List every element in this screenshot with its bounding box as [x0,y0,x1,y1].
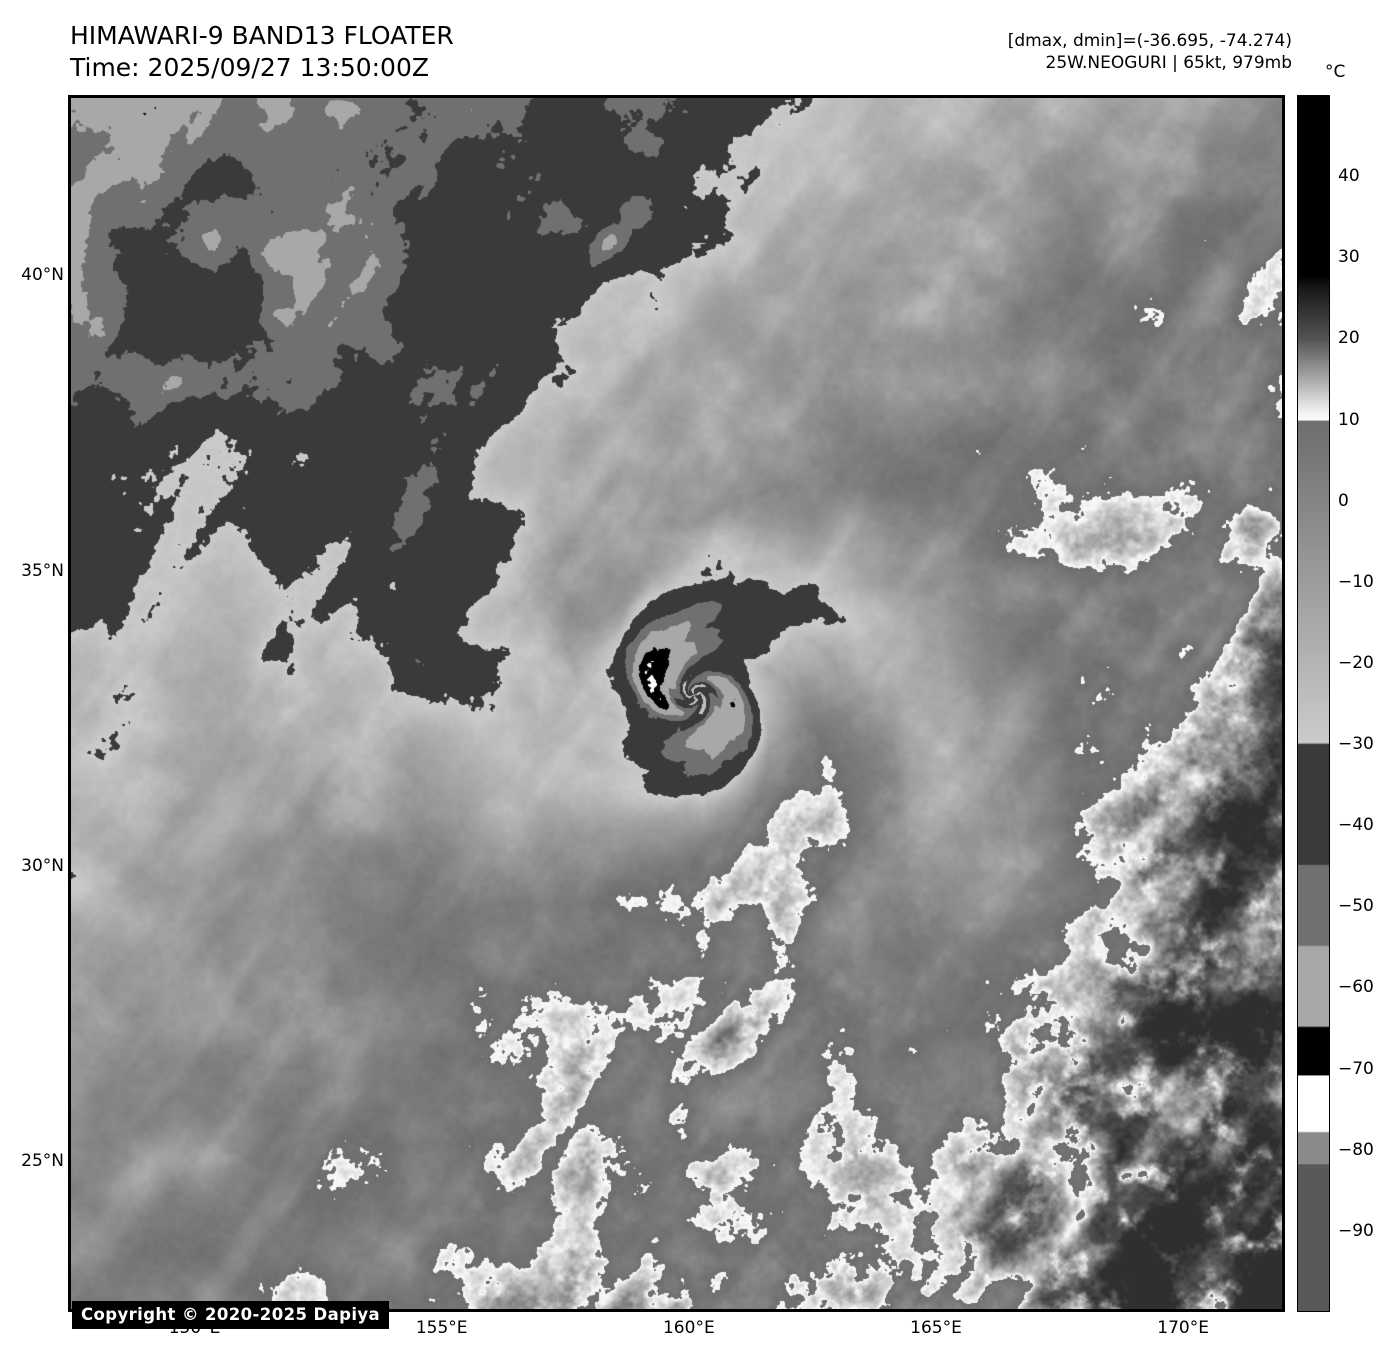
colorbar-tick-label: −70 [1338,1058,1374,1079]
colorbar-tick-label: 40 [1338,166,1360,187]
colorbar-tick-label: 20 [1338,328,1360,349]
colorbar-tick-label: −50 [1338,896,1374,917]
colorbar-tick-label: −90 [1338,1220,1374,1241]
satellite-infrared-image[interactable] [71,98,1282,1309]
lat-tick-label: 40°N [21,265,64,286]
colorbar-tick-label: −40 [1338,815,1374,836]
lon-tick-label: 170°E [1157,1318,1209,1338]
colorbar-tick-label: −60 [1338,977,1374,998]
copyright-banner: Copyright © 2020-2025 Dapiya [72,1301,390,1329]
lat-tick-label: 25°N [21,1151,64,1172]
lon-tick-label: 155°E [415,1318,468,1338]
lon-tick-label: 150°E [168,1318,221,1338]
colorbar[interactable] [1297,95,1330,1312]
lat-tick-label: 30°N [21,855,64,876]
metadata-block: [dmax, dmin]=(-36.695, -74.274) 25W.NEOG… [1008,30,1292,74]
lon-tick-label: 160°E [662,1318,715,1338]
colorbar-tick-label: −80 [1338,1139,1374,1160]
colorbar-unit-label: °C [1325,62,1346,82]
timestamp-label: Time: 2025/09/27 13:50:00Z [70,53,429,82]
lon-tick-label: 165°E [910,1318,962,1338]
satellite-image-panel[interactable] [68,95,1285,1312]
colorbar-tick-label: −10 [1338,571,1374,592]
colorbar-tick-label: −20 [1338,652,1374,673]
colorbar-tick-label: 0 [1338,490,1349,511]
lat-tick-label: 35°N [21,560,64,581]
colorbar-gradient [1298,96,1329,1311]
dmax-dmin-label: [dmax, dmin]=(-36.695, -74.274) [1007,31,1292,51]
title-block: HIMAWARI-9 BAND13 FLOATER Time: 2025/09/… [70,20,454,84]
colorbar-tick-label: 10 [1338,409,1360,430]
colorbar-tick-label: −30 [1338,734,1374,755]
page-title: HIMAWARI-9 BAND13 FLOATER [70,21,454,50]
storm-info-label: 25W.NEOGURI | 65kt, 979mb [1045,53,1292,74]
colorbar-tick-label: 30 [1338,247,1360,268]
